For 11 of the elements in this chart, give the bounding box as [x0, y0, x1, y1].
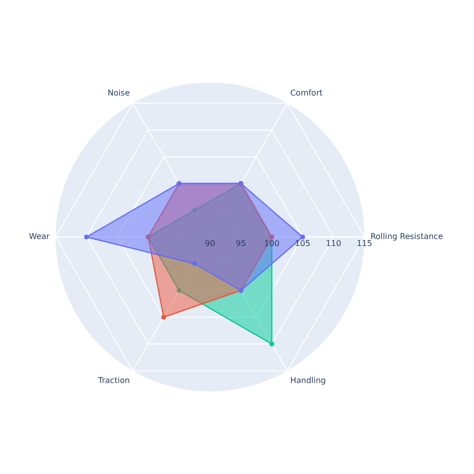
- y-tick-label: 115: [356, 239, 372, 248]
- spoke-label: Comfort: [290, 88, 323, 98]
- y-tick-label: 105: [295, 239, 310, 248]
- spoke-label: Rolling Resistance: [370, 232, 444, 242]
- spoke-label: Traction: [97, 376, 130, 385]
- y-tick-label: 110: [326, 239, 342, 248]
- spoke-label: Wear: [29, 232, 50, 242]
- y-tick-label: 90: [204, 239, 216, 248]
- spoke-label: Noise: [108, 88, 130, 98]
- spoke-label: Handling: [290, 376, 326, 385]
- y-tick-label: 95: [236, 239, 246, 248]
